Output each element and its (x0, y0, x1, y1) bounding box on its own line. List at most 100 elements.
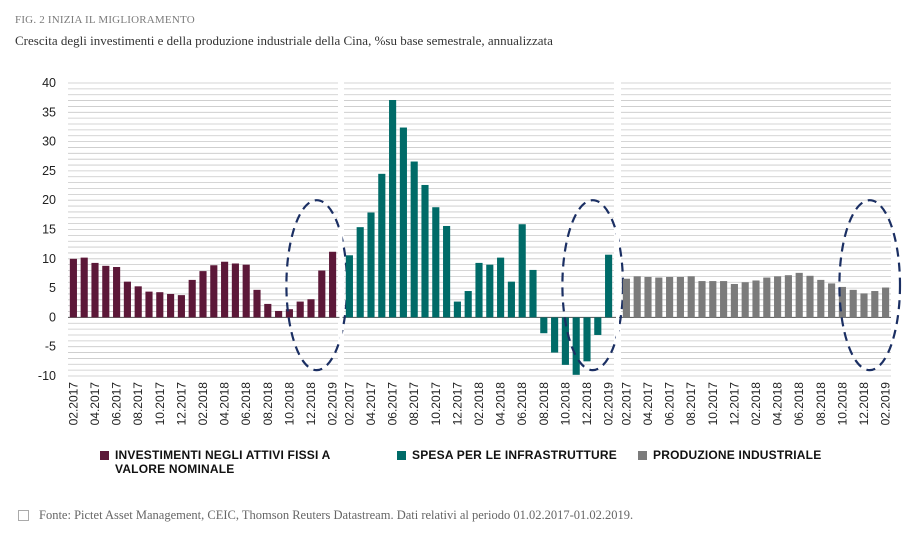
x-tick-label: 06.2017 (110, 382, 124, 426)
y-tick-label: 35 (42, 105, 56, 119)
x-tick-label: 02.2017 (619, 382, 633, 426)
x-tick-label: 06.2018 (792, 382, 806, 426)
x-tick-label: 12.2017 (174, 382, 188, 426)
bar (666, 276, 674, 318)
x-tick-label: 08.2018 (537, 382, 551, 426)
bar (763, 277, 771, 318)
legend-swatch-produzione (638, 451, 647, 460)
bar (795, 272, 803, 318)
bar (529, 269, 537, 318)
bar (633, 276, 641, 318)
bar (540, 317, 548, 334)
y-tick-label: 30 (42, 135, 56, 149)
x-tick-label: 04.2017 (88, 382, 102, 426)
x-tick-label: 08.2017 (407, 382, 421, 426)
x-tick-label: 08.2018 (261, 382, 275, 426)
bar (231, 263, 239, 318)
x-tick-label: 02.2019 (879, 382, 893, 426)
bar (113, 267, 121, 318)
y-tick-label: -10 (38, 369, 56, 383)
bar (655, 277, 663, 318)
bar (507, 281, 515, 318)
y-tick-label: 25 (42, 164, 56, 178)
bar (730, 283, 738, 318)
bar (275, 310, 283, 318)
bar (210, 265, 218, 318)
bar (622, 278, 630, 318)
bar (644, 276, 652, 318)
bar-chart: -10 -5 0 5 10 15 20 25 30 35 40 02.2017 04.2017 06.20… (38, 76, 902, 426)
bar (367, 212, 375, 318)
x-tick-label: 02.2018 (196, 382, 210, 426)
bar (720, 281, 728, 318)
x-tick-label: 02.2019 (602, 382, 616, 426)
bar (318, 270, 326, 318)
x-tick-label: 04.2017 (641, 382, 655, 426)
bar (860, 293, 868, 318)
bar (806, 275, 814, 318)
bar (378, 173, 386, 318)
y-tick-label: -5 (45, 340, 56, 354)
bar (410, 161, 418, 318)
legend-label-investimenti: INVESTIMENTI NEGLI ATTIVI FISSI A VALORE… (115, 448, 331, 476)
x-tick-label: 04.2018 (218, 382, 232, 426)
x-tick-label: 02.2018 (472, 382, 486, 426)
bar (676, 276, 684, 318)
legend-item-produzione: PRODUZIONE INDUSTRIALE (638, 448, 893, 462)
bar (828, 283, 836, 318)
bar (486, 264, 494, 318)
bar (91, 262, 99, 318)
bar (475, 262, 483, 318)
x-tick-label: 12.2017 (450, 382, 464, 426)
bar (421, 184, 429, 318)
bar (741, 282, 749, 318)
bar (709, 281, 717, 318)
bar (453, 301, 461, 318)
bar (594, 317, 602, 335)
x-tick-label: 08.2017 (684, 382, 698, 426)
x-tick-label: 08.2017 (131, 382, 145, 426)
bar (399, 127, 407, 318)
bar (329, 251, 337, 318)
bar (134, 286, 142, 318)
source-text: Fonte: Pictet Asset Management, CEIC, Th… (39, 508, 634, 522)
x-tick-label: 02.2019 (326, 382, 340, 426)
x-tick-label: 10.2018 (835, 382, 849, 426)
bar (784, 275, 792, 318)
bar (145, 291, 153, 318)
bar (188, 279, 196, 318)
x-tick-label: 06.2018 (239, 382, 253, 426)
bar (464, 291, 472, 318)
bar (572, 317, 580, 375)
highlight-ellipse (561, 199, 625, 372)
bar (561, 317, 569, 365)
bar (167, 293, 175, 318)
legend-swatch-infrastrutture (397, 451, 406, 460)
x-tick-label: 06.2017 (386, 382, 400, 426)
x-tick-label: 12.2018 (304, 382, 318, 426)
bar (177, 295, 185, 318)
bar (605, 254, 613, 318)
bar (264, 303, 272, 318)
y-tick-label: 20 (42, 193, 56, 207)
x-tick-label: 10.2017 (706, 382, 720, 426)
y-tick-label: 15 (42, 223, 56, 237)
bar (838, 286, 846, 318)
x-tick-label: 06.2018 (515, 382, 529, 426)
x-tick-label: 08.2018 (814, 382, 828, 426)
bar (253, 289, 261, 318)
bar (774, 276, 782, 318)
figure-subtitle: Crescita degli investimenti e della prod… (15, 33, 553, 48)
bar (752, 280, 760, 318)
y-tick-label: 0 (49, 310, 56, 324)
bar (242, 264, 250, 318)
x-tick-label: 10.2017 (429, 382, 443, 426)
bar (199, 271, 207, 318)
x-tick-label: 06.2017 (663, 382, 677, 426)
highlight-ellipse (285, 199, 349, 372)
bar (497, 257, 505, 318)
source-checkbox-icon (18, 510, 29, 521)
x-tick-label: 10.2018 (282, 382, 296, 426)
bar (285, 309, 293, 318)
y-tick-label: 40 (42, 76, 56, 90)
